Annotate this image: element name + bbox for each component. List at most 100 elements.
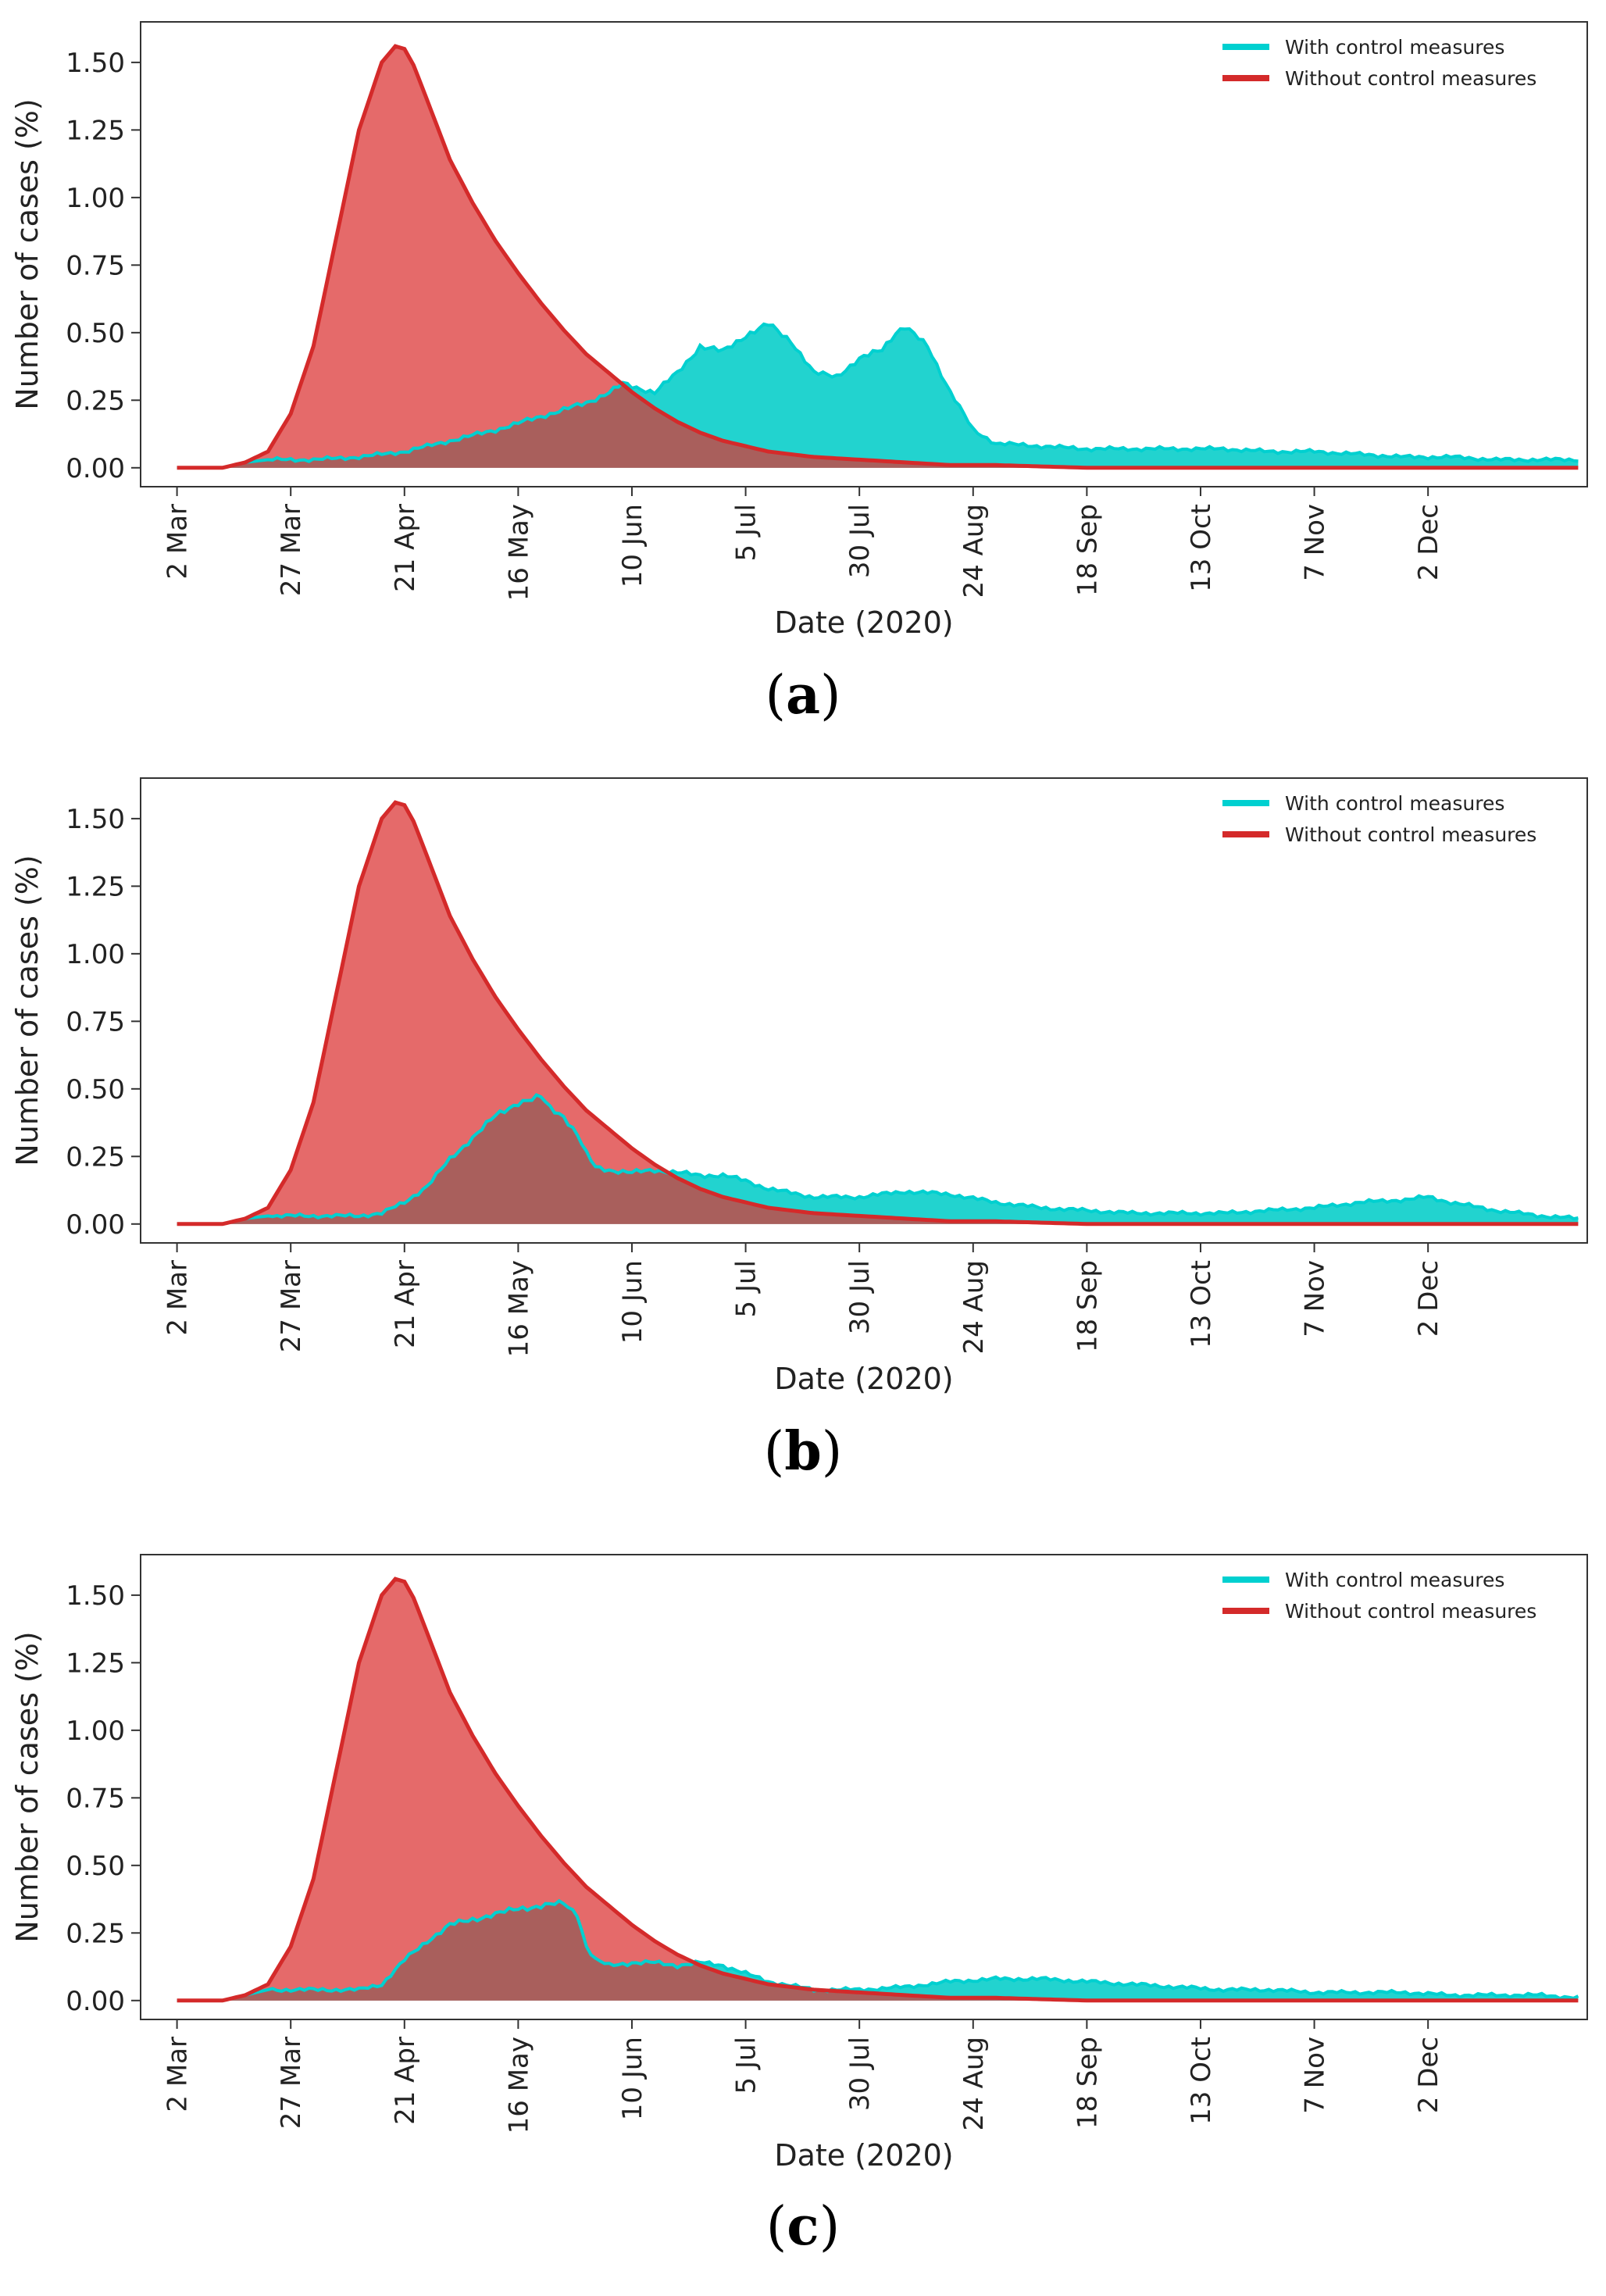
without-control-line bbox=[177, 44, 1579, 470]
without-control-line bbox=[177, 800, 1579, 1227]
legend: With control measures Without control mea… bbox=[1222, 1569, 1536, 1623]
x-tick-label: 16 May bbox=[503, 504, 534, 601]
x-tick-label: 5 Jul bbox=[731, 504, 762, 561]
y-tick-label: 1.25 bbox=[66, 115, 125, 146]
y-tick-label: 1.25 bbox=[66, 871, 125, 902]
x-tick-label: 18 Sep bbox=[1072, 1260, 1103, 1352]
y-tick-label: 0.00 bbox=[66, 1209, 125, 1241]
x-tick-label: 30 Jul bbox=[844, 504, 876, 578]
with-control-line bbox=[177, 322, 1579, 470]
x-tick-label: 24 Aug bbox=[958, 504, 990, 598]
caption-c: (c) bbox=[766, 2195, 840, 2258]
legend-label: With control measures bbox=[1285, 1569, 1504, 1591]
legend-label: Without control measures bbox=[1285, 67, 1536, 90]
x-tick-label: 2 Dec bbox=[1413, 2037, 1444, 2113]
panel-a: 0.00 0.25 0.50 0.75 1.00 1.25 1.50 2 Mar 27 Mar 2… bbox=[0, 0, 1606, 750]
y-tick-label: 1.00 bbox=[66, 1716, 125, 1747]
x-tick-label: 24 Aug bbox=[958, 2037, 990, 2130]
x-tick-label: 7 Nov bbox=[1300, 504, 1331, 581]
y-tick-label: 0.50 bbox=[66, 318, 125, 349]
x-axis-label: Date (2020) bbox=[774, 605, 953, 640]
legend: With control measures Without control mea… bbox=[1222, 792, 1536, 846]
x-tick-label: 10 Jun bbox=[617, 504, 648, 587]
x-tick-label: 24 Aug bbox=[958, 1260, 990, 1354]
x-tick-label: 10 Jun bbox=[617, 1260, 648, 1344]
x-tick-label: 21 Apr bbox=[390, 1260, 421, 1348]
y-tick-label: 1.50 bbox=[66, 1580, 125, 1612]
x-tick-label: 7 Nov bbox=[1300, 1260, 1331, 1337]
caption-letter-b: b bbox=[784, 1420, 822, 1483]
x-tick-label: 2 Mar bbox=[162, 504, 194, 580]
y-tick-label: 0.50 bbox=[66, 1851, 125, 1882]
y-tick-label: 1.00 bbox=[66, 939, 125, 970]
y-axis-label: Number of cases (%) bbox=[10, 855, 45, 1166]
y-tick-label: 1.50 bbox=[66, 804, 125, 835]
without-control-line bbox=[177, 1576, 1579, 2003]
y-tick-label: 1.25 bbox=[66, 1648, 125, 1679]
x-tick-label: 30 Jul bbox=[844, 1260, 876, 1334]
x-tick-label: 5 Jul bbox=[731, 1260, 762, 1317]
y-axis-label: Number of cases (%) bbox=[10, 98, 45, 409]
x-tick-label: 21 Apr bbox=[390, 2037, 421, 2125]
x-axis-label: Date (2020) bbox=[774, 1362, 953, 1396]
without-control-area bbox=[177, 802, 1579, 1224]
y-tick-label: 0.25 bbox=[66, 1141, 125, 1173]
y-tick-label: 0.75 bbox=[66, 250, 125, 281]
y-tick-label: 0.75 bbox=[66, 1783, 125, 1814]
y-axis-label: Number of cases (%) bbox=[10, 1631, 45, 1942]
x-tick-label: 13 Oct bbox=[1186, 2037, 1217, 2125]
overlap-area bbox=[177, 1901, 1579, 2001]
y-tick-label: 0.50 bbox=[66, 1074, 125, 1105]
legend-label: Without control measures bbox=[1285, 1600, 1536, 1623]
x-tick-label: 18 Sep bbox=[1072, 2037, 1103, 2129]
legend-label: With control measures bbox=[1285, 36, 1504, 59]
caption-b: (b) bbox=[763, 1420, 843, 1483]
x-tick-label: 16 May bbox=[503, 2037, 534, 2134]
axes-frame bbox=[140, 1554, 1588, 2020]
overlap-area bbox=[177, 1094, 1579, 1224]
x-tick-label: 10 Jun bbox=[617, 2037, 648, 2120]
x-tick-label: 2 Mar bbox=[162, 2037, 194, 2112]
x-tick-label: 5 Jul bbox=[731, 2037, 762, 2094]
y-tick-label: 1.00 bbox=[66, 183, 125, 214]
x-tick-label: 21 Apr bbox=[390, 504, 421, 592]
x-tick-label: 27 Mar bbox=[276, 504, 307, 596]
y-tick-label: 1.50 bbox=[66, 48, 125, 79]
with-control-line bbox=[177, 1898, 1579, 2002]
plot-area bbox=[177, 1576, 1579, 2003]
caption-letter-c: c bbox=[787, 2195, 819, 2258]
y-tick-label: 0.00 bbox=[66, 1986, 125, 2017]
x-tick-label: 2 Mar bbox=[162, 1260, 194, 1336]
y-tick-label: 0.25 bbox=[66, 1918, 125, 1949]
caption-a: (a) bbox=[765, 664, 841, 727]
without-control-area bbox=[177, 1579, 1579, 2001]
x-tick-label: 18 Sep bbox=[1072, 504, 1103, 596]
x-tick-label: 27 Mar bbox=[276, 1260, 307, 1352]
chart-a: 0.00 0.25 0.50 0.75 1.00 1.25 1.50 2 Mar 27 Mar 2… bbox=[10, 21, 1588, 640]
panel-c: 0.00 0.25 0.50 0.75 1.00 1.25 1.50 2 Mar 27 Mar 2… bbox=[0, 1533, 1606, 2283]
x-tick-label: 7 Nov bbox=[1300, 2037, 1331, 2114]
with-control-line bbox=[177, 1093, 1579, 1226]
x-tick-label: 27 Mar bbox=[276, 2037, 307, 2129]
x-tick-label: 2 Dec bbox=[1413, 1260, 1444, 1337]
legend-label: With control measures bbox=[1285, 792, 1504, 815]
without-control-area bbox=[177, 46, 1579, 468]
y-tick-label: 0.00 bbox=[66, 453, 125, 484]
x-tick-label: 16 May bbox=[503, 1260, 534, 1357]
overlap-area bbox=[177, 384, 1579, 468]
legend-label: Without control measures bbox=[1285, 823, 1536, 846]
x-tick-label: 30 Jul bbox=[844, 2037, 876, 2111]
x-axis-label: Date (2020) bbox=[774, 2138, 953, 2173]
x-tick-label: 13 Oct bbox=[1186, 1260, 1217, 1348]
caption-letter-a: a bbox=[785, 664, 821, 727]
chart-c: 0.00 0.25 0.50 0.75 1.00 1.25 1.50 2 Mar 27 Mar 2… bbox=[10, 1554, 1588, 2173]
x-tick-label: 13 Oct bbox=[1186, 504, 1217, 592]
axes-frame bbox=[140, 777, 1588, 1244]
y-tick-label: 0.75 bbox=[66, 1006, 125, 1037]
panel-b: 0.00 0.25 0.50 0.75 1.00 1.25 1.50 2 Mar 27 Mar 2… bbox=[0, 756, 1606, 1506]
chart-b: 0.00 0.25 0.50 0.75 1.00 1.25 1.50 2 Mar 27 Mar 2… bbox=[10, 777, 1588, 1396]
plot-area bbox=[177, 44, 1579, 470]
legend: With control measures Without control mea… bbox=[1222, 36, 1536, 90]
y-tick-label: 0.25 bbox=[66, 385, 125, 416]
